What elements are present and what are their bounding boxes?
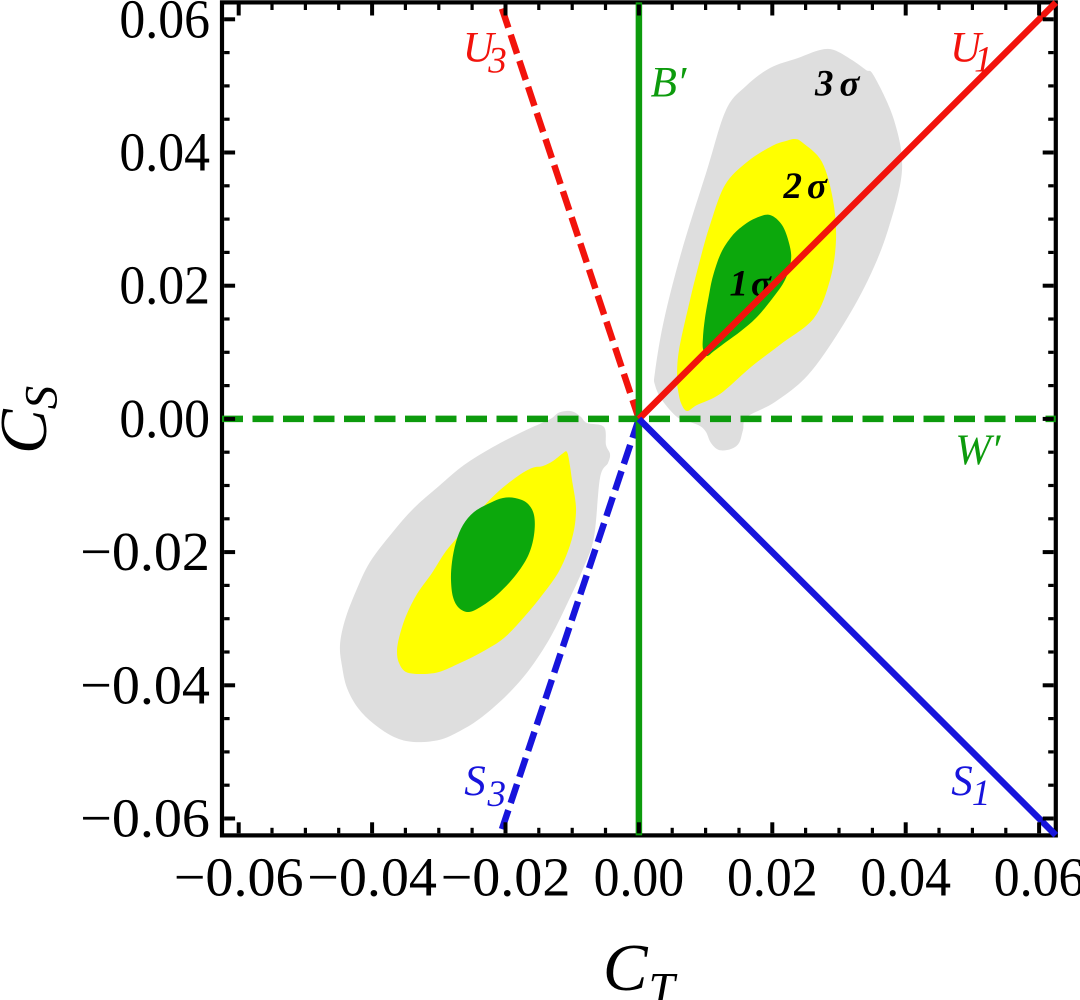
svg-text:0.02: 0.02	[727, 847, 818, 908]
svg-text:0.04: 0.04	[860, 847, 951, 908]
svg-text:−0.06: −0.06	[174, 847, 304, 908]
svg-text:B′: B′	[651, 59, 687, 106]
svg-text:3: 3	[487, 774, 507, 815]
svg-text:−0.06: −0.06	[80, 788, 210, 849]
svg-text:1: 1	[972, 773, 991, 814]
svg-text:1σ: 1σ	[730, 264, 773, 305]
svg-text:2σ: 2σ	[783, 166, 829, 207]
svg-text:C: C	[603, 931, 649, 1000]
svg-text:0.06: 0.06	[119, 0, 210, 49]
svg-text:−0.04: −0.04	[80, 654, 210, 715]
svg-text:0.00: 0.00	[119, 388, 210, 449]
svg-text:−0.02: −0.02	[80, 521, 210, 582]
svg-text:S: S	[464, 758, 486, 805]
svg-text:W′: W′	[955, 427, 1001, 474]
svg-text:3σ: 3σ	[814, 64, 861, 105]
svg-text:0.02: 0.02	[119, 255, 210, 316]
svg-text:U: U	[463, 24, 497, 71]
svg-text:−0.02: −0.02	[441, 847, 571, 908]
svg-text:0.04: 0.04	[119, 122, 210, 183]
svg-text:0.00: 0.00	[594, 847, 685, 908]
svg-text:−0.04: −0.04	[307, 847, 437, 908]
svg-text:U: U	[950, 24, 984, 71]
svg-text:1: 1	[974, 40, 993, 81]
svg-text:0.06: 0.06	[994, 847, 1080, 908]
svg-text:T: T	[649, 963, 678, 1000]
svg-text:3: 3	[487, 41, 507, 82]
svg-text:S: S	[951, 758, 973, 805]
